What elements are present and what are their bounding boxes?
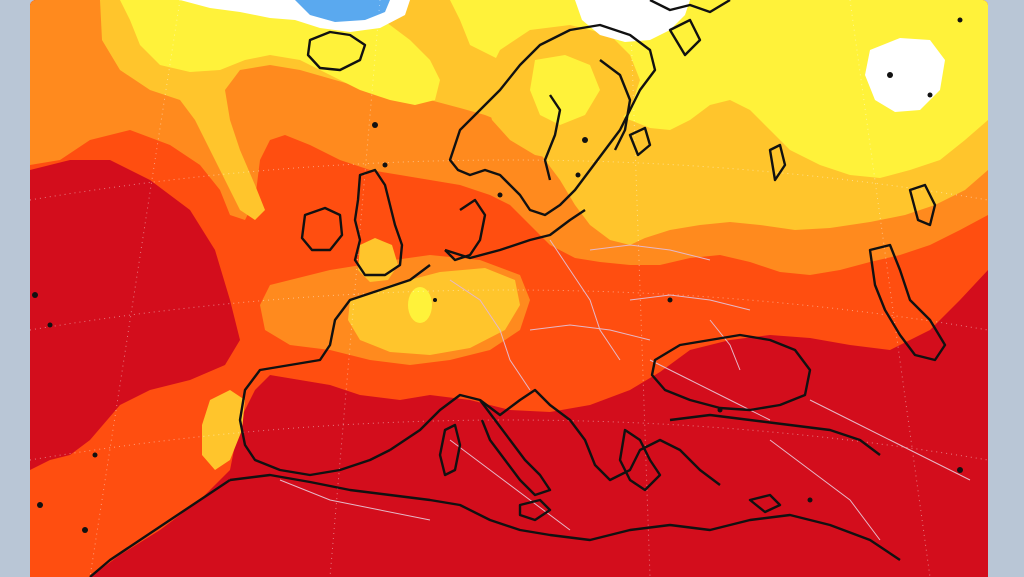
coast-sardinia bbox=[438, 423, 462, 477]
coast-east bbox=[908, 183, 937, 227]
coast-cyprus bbox=[748, 493, 782, 514]
layer-cold bbox=[295, 0, 390, 22]
coast-finland bbox=[599, 59, 632, 151]
coast-west-africa bbox=[89, 479, 231, 577]
coast-great-britain bbox=[353, 168, 404, 277]
coast-ireland bbox=[300, 206, 344, 252]
layer-elevated-portugal bbox=[202, 390, 245, 470]
coast-italy bbox=[479, 399, 552, 497]
layer-moderate bbox=[120, 0, 988, 178]
layer-moderate-scandinavia bbox=[530, 55, 600, 125]
coast-white-sea bbox=[668, 18, 702, 57]
coast-baltic bbox=[543, 94, 562, 181]
coast-caspian bbox=[868, 243, 947, 362]
layer-elevated-uk bbox=[358, 238, 398, 282]
coast-lake-ladoga bbox=[628, 126, 652, 157]
coast-med-north bbox=[389, 388, 721, 486]
coast-turkey bbox=[669, 413, 881, 456]
coast-sicily bbox=[518, 498, 552, 522]
islands bbox=[32, 17, 963, 533]
coast-lake bbox=[768, 143, 787, 182]
layer-low-russia bbox=[865, 38, 945, 112]
coast-denmark bbox=[444, 198, 487, 262]
coast-north-germany bbox=[444, 209, 586, 260]
coastlines bbox=[89, 0, 947, 577]
coast-black-sea bbox=[650, 333, 812, 412]
coast-north-africa bbox=[229, 473, 901, 561]
coast-scandinavia bbox=[448, 23, 657, 217]
map-frame bbox=[30, 0, 988, 577]
graticule bbox=[30, 0, 988, 577]
layer-elevated-iberia bbox=[348, 268, 520, 355]
layer-low-arctic bbox=[575, 0, 690, 42]
background-strip bbox=[988, 0, 1024, 577]
coast-continent-west bbox=[238, 264, 431, 477]
coast-arctic-russia bbox=[649, 0, 731, 14]
layer-moderate-spot bbox=[408, 287, 432, 323]
europe-heat-map bbox=[30, 0, 988, 577]
coast-iceland bbox=[306, 30, 367, 72]
coast-greece bbox=[618, 428, 662, 492]
